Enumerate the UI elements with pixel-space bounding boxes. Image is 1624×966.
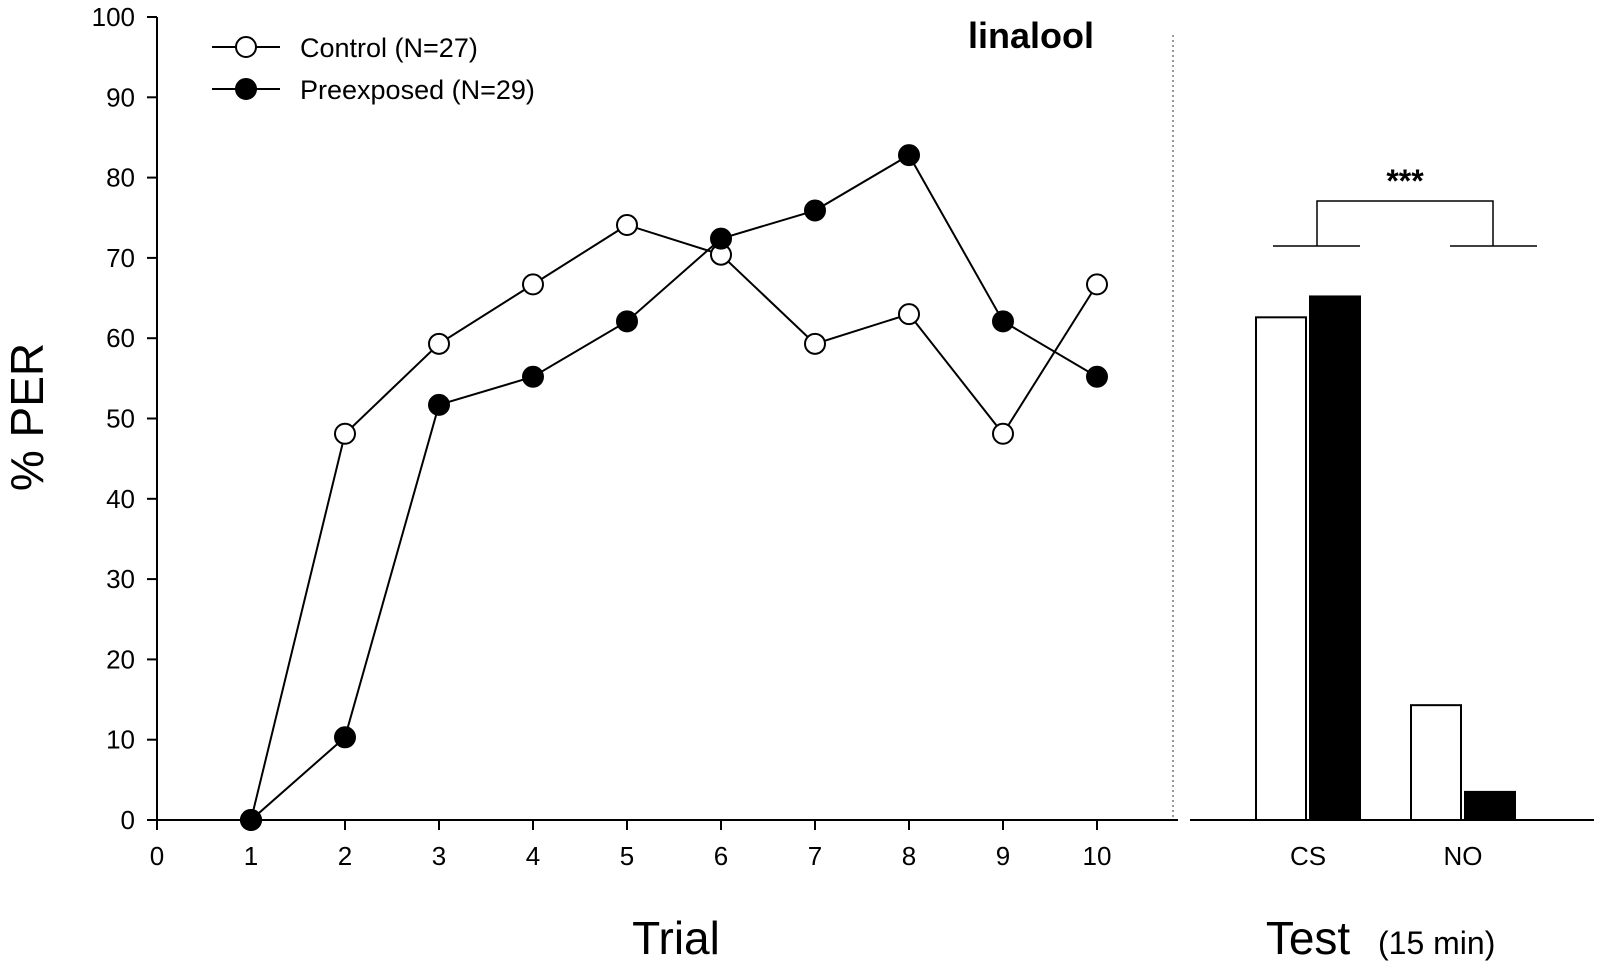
- x-tick-label: 5: [620, 841, 634, 871]
- line-series: [240, 144, 1108, 831]
- x-tick-label: 8: [902, 841, 916, 871]
- data-point-control: [616, 213, 638, 236]
- data-point-preexposed: [522, 365, 544, 388]
- y-tick-label: 0: [121, 805, 135, 835]
- data-point-control: [334, 422, 356, 445]
- data-point-control: [1086, 273, 1108, 296]
- x-tick-label: 7: [808, 841, 822, 871]
- data-point-control: [898, 303, 920, 326]
- legend-preexposed-label: Preexposed (N=29): [300, 75, 535, 105]
- sig-stars: ***: [1386, 163, 1424, 199]
- x-ticks: 0 1 2 3 4 5 6 7 8 9 10: [150, 820, 1112, 871]
- x-tick-label: 6: [714, 841, 728, 871]
- significance-bracket: ***: [1273, 163, 1537, 247]
- legend-preexposed-marker: [235, 78, 257, 100]
- y-ticks: 0 10 20 30 40 50 60 70 80 90 100: [92, 2, 157, 835]
- y-tick-label: 60: [106, 323, 135, 353]
- x-tick-label: 0: [150, 841, 164, 871]
- data-point-preexposed: [1086, 365, 1108, 388]
- chart-title: linalool: [968, 15, 1094, 56]
- data-point-preexposed: [616, 310, 638, 333]
- data-point-control: [522, 273, 544, 296]
- legend-control-marker: [235, 36, 257, 58]
- x-tick-label: 4: [526, 841, 540, 871]
- bar-cs-preexposed: [1309, 295, 1361, 822]
- y-tick-label: 10: [106, 725, 135, 755]
- data-point-preexposed: [428, 393, 450, 416]
- y-axis-title: % PER: [1, 343, 53, 491]
- sig-bracket-line: [1316, 200, 1494, 246]
- data-point-control: [804, 332, 826, 355]
- y-tick-label: 20: [106, 644, 135, 674]
- bar-category-label: CS: [1290, 841, 1326, 871]
- y-tick-label: 40: [106, 484, 135, 514]
- bar-cs-control: [1255, 316, 1307, 821]
- y-tick-label: 30: [106, 564, 135, 594]
- data-point-preexposed: [334, 726, 356, 749]
- x-tick-label: 3: [432, 841, 446, 871]
- y-tick-label: 50: [106, 404, 135, 434]
- y-tick-label: 100: [92, 2, 135, 32]
- series-line-control: [250, 223, 1098, 821]
- bar-series: [1255, 295, 1516, 822]
- data-point-control: [992, 422, 1014, 445]
- x-axis-title-test: Test: [1266, 912, 1351, 964]
- data-point-control: [428, 332, 450, 355]
- data-point-preexposed: [240, 809, 262, 831]
- bar-no-preexposed: [1464, 790, 1516, 822]
- bar-no-control: [1410, 704, 1462, 822]
- y-tick-label: 70: [106, 243, 135, 273]
- data-point-preexposed: [898, 144, 920, 167]
- x-tick-label: 9: [996, 841, 1010, 871]
- bar-category-labels: CS NO: [1290, 841, 1483, 871]
- legend: Control (N=27) Preexposed (N=29): [212, 33, 535, 105]
- axes: [156, 17, 1594, 821]
- y-tick-label: 80: [106, 163, 135, 193]
- x-tick-label: 1: [244, 841, 258, 871]
- legend-control-label: Control (N=27): [300, 33, 478, 63]
- x-tick-label: 10: [1083, 841, 1112, 871]
- data-point-preexposed: [992, 310, 1014, 333]
- x-axis-subtitle-test: (15 min): [1378, 925, 1495, 961]
- x-axis-title-trial: Trial: [632, 912, 720, 964]
- data-point-preexposed: [804, 199, 826, 222]
- bar-category-label: NO: [1444, 841, 1483, 871]
- data-point-preexposed: [710, 227, 732, 250]
- x-tick-label: 2: [338, 841, 352, 871]
- y-tick-label: 90: [106, 82, 135, 112]
- series-line-preexposed: [250, 153, 1098, 821]
